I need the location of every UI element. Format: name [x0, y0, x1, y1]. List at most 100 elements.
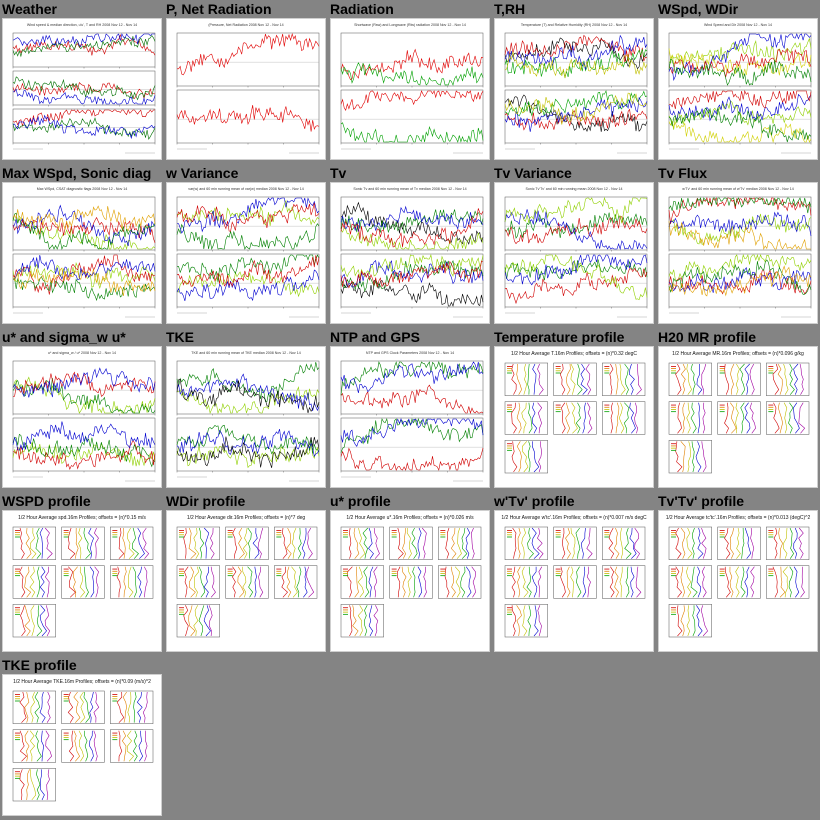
- profile-panel: [602, 362, 646, 396]
- profile-line: [799, 363, 804, 395]
- profile-line: [582, 402, 586, 434]
- profile-panel: [504, 440, 548, 474]
- profile-line: [620, 527, 623, 559]
- profile-line: [527, 605, 531, 637]
- profile-line: [675, 363, 682, 395]
- plot-thumbnail[interactable]: TKE and 60 min running mean of TKE media…: [166, 346, 326, 488]
- profile-line: [532, 363, 537, 395]
- plot-thumbnail[interactable]: 1/2 Hour Average T.16m Profiles; offsets…: [494, 346, 654, 488]
- plot-tile: P, Net Radiation (Pressure, Net Radiation…: [164, 0, 328, 164]
- profile-line: [615, 402, 620, 434]
- plot-thumbnail[interactable]: Shortwave (Rsw) and Longwave (Rlw) radia…: [330, 18, 490, 160]
- profile-line: [412, 566, 416, 598]
- plot-caption: Shortwave (Rsw) and Longwave (Rlw) radia…: [354, 23, 466, 27]
- profile-panel: [766, 565, 810, 599]
- plot-title-link[interactable]: WSPD profile: [2, 493, 91, 509]
- plot-title-link[interactable]: Tv'Tv' profile: [658, 493, 745, 509]
- profile-line: [793, 527, 798, 559]
- profile-line: [193, 527, 200, 559]
- plot-thumbnail[interactable]: 1/2 Hour Average MR.16m Profiles; offset…: [658, 346, 818, 488]
- plot-caption: 1/2 Hour Average w'tc'.16m Profiles; off…: [501, 515, 647, 521]
- plot-thumbnail[interactable]: (Pressure, Net Radiation 2008 Nov 12 - N…: [166, 18, 326, 160]
- profile-line: [675, 566, 682, 598]
- profile-line: [773, 527, 778, 559]
- profile-line: [35, 527, 42, 559]
- profile-panel: [717, 565, 761, 599]
- profile-line: [247, 527, 252, 559]
- plot-thumbnail[interactable]: Temperature (T) and Relative Humidity (R…: [494, 18, 654, 160]
- profile-line: [511, 605, 516, 637]
- plot-thumbnail[interactable]: Wind Speed and Dir 2008 Nov 12 - Nov 14: [658, 18, 818, 160]
- plot-thumbnail[interactable]: Sonic Tv and 60 min running mean of Tv m…: [330, 182, 490, 324]
- series-line: [176, 269, 320, 302]
- plot-caption: Wind speed & median direction, u'u', T a…: [27, 23, 137, 27]
- plot-title-link[interactable]: T,RH: [494, 1, 526, 17]
- profile-line: [286, 566, 292, 598]
- plot-title-link[interactable]: H20 MR profile: [658, 329, 757, 345]
- profile-line: [254, 566, 257, 598]
- plot-title-link[interactable]: Max WSpd, Sonic diag: [2, 165, 152, 181]
- plot-thumbnail[interactable]: 1/2 Hour Average tc'tc'.16m Profiles; of…: [658, 510, 818, 652]
- plot-title-link[interactable]: TKE: [166, 329, 194, 345]
- profile-line: [793, 363, 799, 395]
- plot-title-link[interactable]: TKE profile: [2, 657, 77, 673]
- profile-line: [423, 566, 427, 598]
- plot-title-link[interactable]: WSpd, WDir: [658, 1, 739, 17]
- profile-line: [570, 527, 576, 559]
- profile-line: [30, 605, 35, 637]
- plot-tile: WSPD profile 1/2 Hour Average spd.16m Pro…: [0, 492, 164, 656]
- series-line: [12, 377, 156, 414]
- profile-line: [363, 605, 368, 637]
- profile-line: [798, 402, 806, 434]
- plot-thumbnail[interactable]: u* and sigma_w / u* 2008 Nov 12 - Nov 14: [2, 346, 162, 488]
- plot-caption: NTP and GPS Clock Parameters 2008 Nov 12…: [366, 351, 454, 355]
- series-line: [176, 197, 320, 234]
- profile-line: [528, 402, 533, 434]
- plot-thumbnail[interactable]: 1/2 Hour Average TKE.16m Profiles; offse…: [2, 674, 162, 816]
- profile-line: [116, 566, 121, 598]
- plot-title-link[interactable]: WDir profile: [166, 493, 246, 509]
- profile-line: [690, 402, 697, 434]
- profile-line: [516, 402, 522, 434]
- plot-thumbnail[interactable]: 1/2 Hour Average w'tc'.16m Profiles; off…: [494, 510, 654, 652]
- series-line: [668, 197, 812, 224]
- plot-title-link[interactable]: w'Tv' profile: [494, 493, 575, 509]
- profile-line: [533, 605, 539, 637]
- plot-thumbnail[interactable]: var(w) and 60 min running mean of var(w)…: [166, 182, 326, 324]
- plot-thumbnail[interactable]: Max WSpd, CSAT diagnostic flags 2008 Nov…: [2, 182, 162, 324]
- series-line: [12, 33, 156, 56]
- profile-line: [349, 605, 353, 637]
- plot-title-link[interactable]: Tv: [330, 165, 347, 181]
- profile-line: [630, 566, 635, 598]
- profile-line: [444, 566, 450, 598]
- plot-thumbnail[interactable]: w'Tv' and 60 min running mean of w'Tv' m…: [658, 182, 818, 324]
- plot-title-link[interactable]: Tv Flux: [658, 165, 708, 181]
- profile-line: [461, 527, 468, 559]
- plot-thumbnail[interactable]: Sonic Tv'Tv' and 60 min running mean 200…: [494, 182, 654, 324]
- plot-title-link[interactable]: w Variance: [166, 165, 239, 181]
- plot-tile: Tv'Tv' profile 1/2 Hour Average tc'tc'.16…: [656, 492, 820, 656]
- plot-title-link[interactable]: Radiation: [330, 1, 394, 17]
- profile-line: [24, 605, 31, 637]
- profile-line: [39, 566, 46, 598]
- plot-thumbnail[interactable]: Wind speed & median direction, u'u', T a…: [2, 18, 162, 160]
- plot-title-link[interactable]: P, Net Radiation: [166, 1, 272, 17]
- plot-title-link[interactable]: Tv Variance: [494, 165, 572, 181]
- plot-title-link[interactable]: u* profile: [330, 493, 391, 509]
- plot-thumbnail[interactable]: 1/2 Hour Average u*.16m Profiles; offset…: [330, 510, 490, 652]
- profile-line: [735, 402, 739, 434]
- plot-thumbnail[interactable]: 1/2 Hour Average dir.16m Profiles; offse…: [166, 510, 326, 652]
- profile-line: [750, 527, 755, 559]
- plot-title-link[interactable]: NTP and GPS: [330, 329, 420, 345]
- profile-panel: [717, 362, 761, 396]
- plot-thumbnail[interactable]: 1/2 Hour Average spd.16m Profiles; offse…: [2, 510, 162, 652]
- profile-line: [560, 566, 566, 598]
- plot-thumbnail[interactable]: NTP and GPS Clock Parameters 2008 Nov 12…: [330, 346, 490, 488]
- profile-line: [570, 363, 576, 395]
- plot-title-link[interactable]: Weather: [2, 1, 57, 17]
- plot-title-link[interactable]: Temperature profile: [494, 329, 625, 345]
- profile-line: [291, 527, 297, 559]
- profile-line: [40, 769, 45, 801]
- plot-title-link[interactable]: u* and sigma_w u*: [2, 329, 126, 345]
- profile-panel: [176, 604, 220, 638]
